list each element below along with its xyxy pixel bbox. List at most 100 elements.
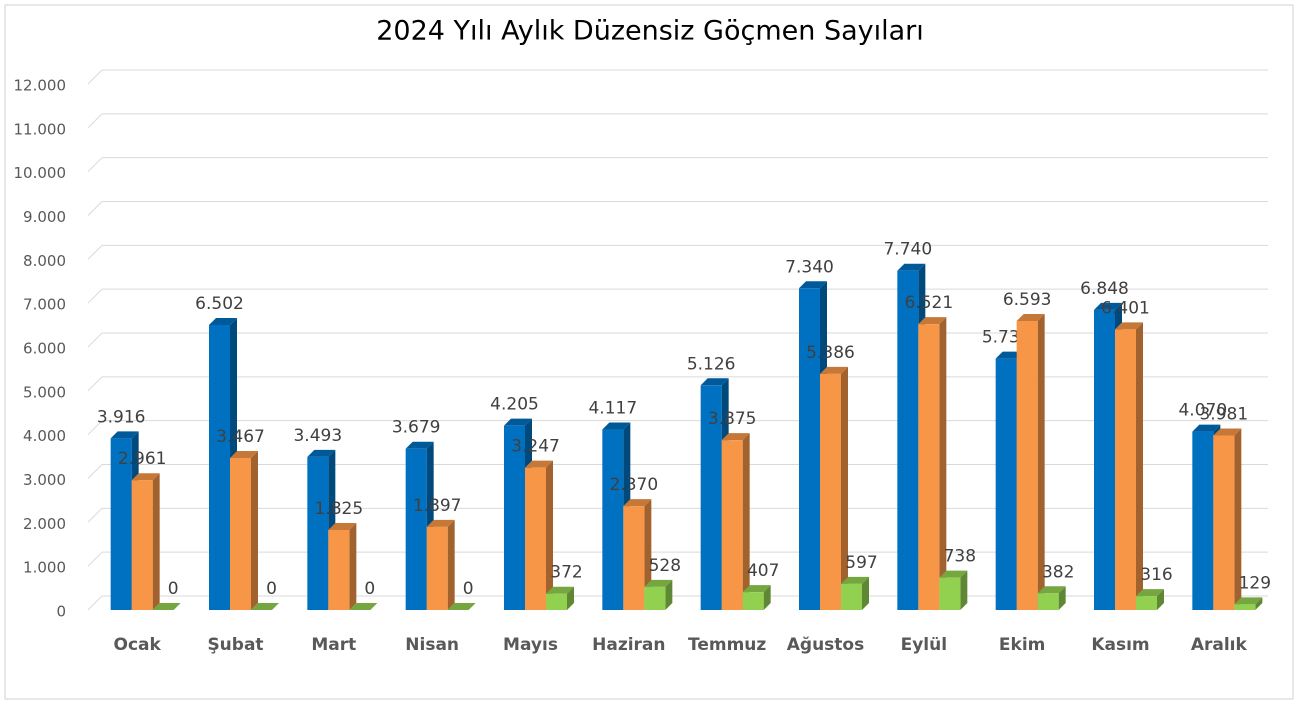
grid-depth [87,201,103,216]
bar-top [447,603,476,610]
value-label: 407 [747,561,779,581]
bar [1115,329,1136,610]
grid-depth [87,288,103,304]
bar-top [405,441,434,449]
value-label: 3.916 [97,407,146,427]
bar [209,324,230,610]
bar-top [328,523,357,531]
x-tick-label: Ekim [999,635,1045,655]
bar-top [700,378,729,386]
bar-side [841,366,848,610]
value-label: 372 [550,563,582,583]
bar-side [1058,586,1066,610]
bar [1094,309,1115,610]
value-label: 0 [364,579,375,599]
bar [841,583,862,610]
bar [131,480,153,610]
bar-top [918,317,947,325]
grid-depth [87,69,103,85]
bar-side [1136,322,1143,610]
bar-side [447,519,455,610]
y-tick-label: 4.000 [23,427,66,445]
value-label: 5.386 [806,343,855,363]
bar [799,288,820,610]
value-label: 738 [944,547,976,567]
grid-depth [87,464,103,479]
bar-top [1115,322,1143,330]
grid-depth [87,113,103,129]
bar [918,324,940,610]
value-label: 6.848 [1080,279,1129,299]
x-tick-label: Şubat [207,635,263,655]
y-tick-label: 10.000 [14,164,67,182]
x-tick-label: Nisan [405,635,459,655]
y-tick-label: 7.000 [23,296,66,314]
bar [307,456,329,610]
value-label: 2.961 [118,449,167,469]
value-label: 0 [266,579,277,599]
value-label: 129 [1239,573,1271,593]
x-tick-label: Ağustos [787,635,864,655]
bar-side [742,433,750,610]
bar-top [623,499,652,507]
bar-side [251,451,258,610]
grid-depth [87,551,103,567]
y-tick-label: 1.000 [23,559,66,577]
bar [939,577,961,610]
value-label: 4.205 [490,395,539,415]
bar [1037,593,1059,610]
bar-top [1037,586,1066,594]
bar-top [152,603,181,610]
value-label: 3.467 [216,427,265,447]
bar-top [131,473,160,481]
bar-top [1016,314,1045,322]
value-label: 6.521 [904,293,953,313]
bar [1136,596,1157,610]
grid-depth [87,376,103,392]
value-label: 3.981 [1199,404,1248,424]
bar-side [567,586,574,610]
value-label: 316 [1140,565,1172,585]
bar [426,526,448,610]
bar [328,530,350,610]
value-label: 382 [1042,562,1074,582]
value-label: 3.493 [293,426,342,446]
bar-top [546,586,574,594]
y-tick-label: 2.000 [23,515,66,533]
value-label: 7.740 [883,240,932,260]
bar [602,429,624,610]
bar-side [546,460,553,610]
bar-top [307,449,336,457]
bar-side [665,579,673,610]
y-tick-label: 0 [56,603,66,621]
bar-side [1037,314,1045,610]
bar [1016,321,1038,610]
bar-top [644,579,673,587]
bar-top [525,460,553,468]
bar-side [939,317,947,610]
y-tick-label: 5.000 [23,383,66,401]
x-tick-label: Haziran [592,635,665,655]
bar-top [1192,424,1221,432]
y-tick-label: 8.000 [23,252,66,270]
value-label: 4.070 [1178,401,1227,421]
value-label: 4.117 [588,399,637,419]
x-tick-label: Kasım [1091,635,1149,655]
bar-top [110,431,139,439]
bar [546,593,567,610]
value-label: 7.340 [785,257,834,277]
grid-depth [87,332,103,348]
bar [405,448,427,610]
x-tick-label: Aralık [1191,635,1248,655]
bar [995,358,1017,610]
bar-top [799,281,827,289]
bar-top [209,317,237,325]
bar-top [426,519,455,527]
bar [644,586,666,610]
bar-top [349,603,378,610]
value-label: 6.502 [195,294,244,314]
bar [721,440,743,610]
x-tick-label: Temmuz [688,635,766,655]
bar-side [1234,428,1242,610]
value-label: 6.593 [1003,290,1052,310]
